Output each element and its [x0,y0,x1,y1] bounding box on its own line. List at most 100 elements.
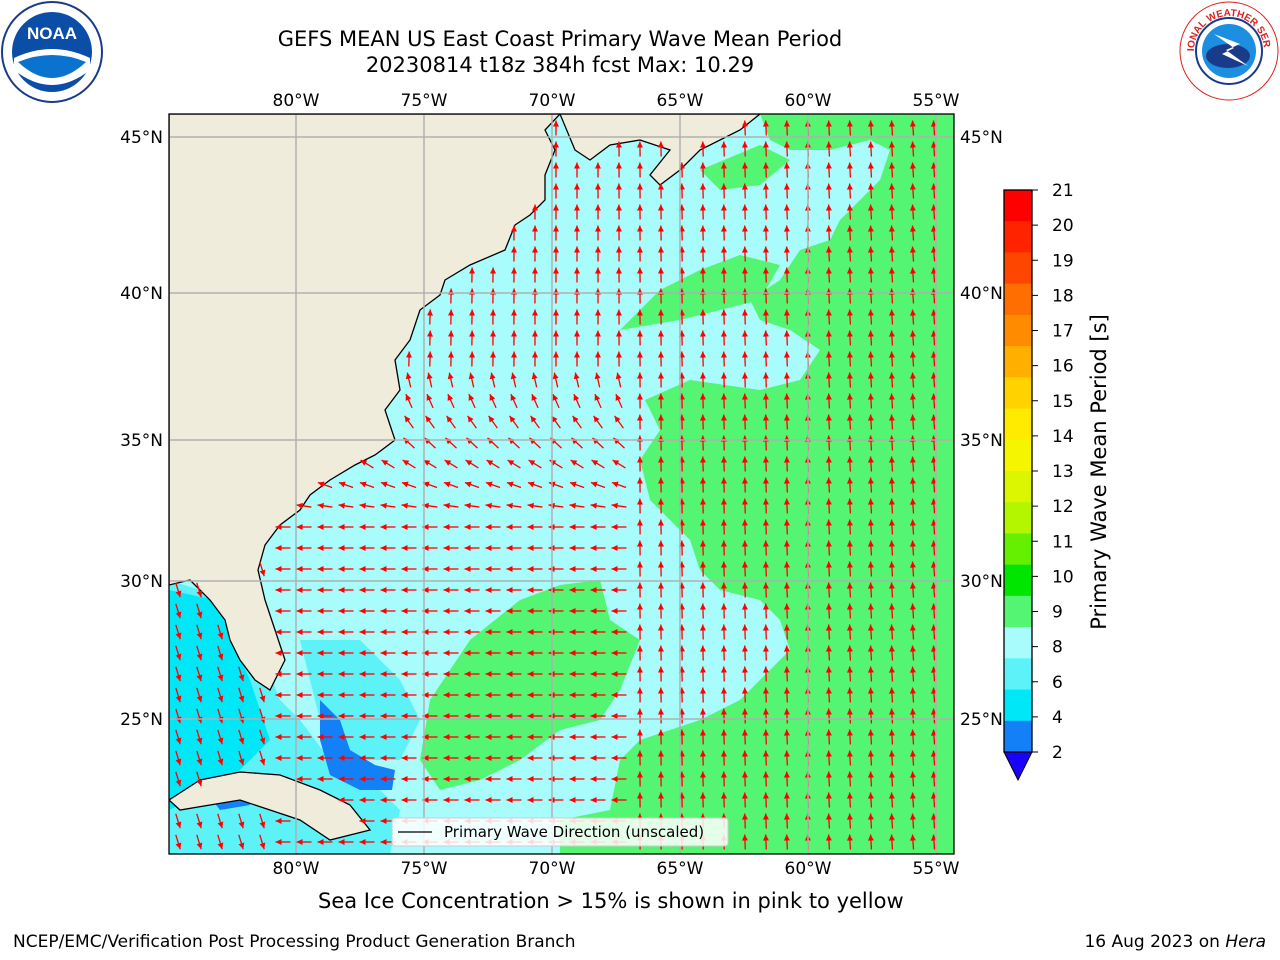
wave-arrow [867,141,874,157]
wave-arrow [909,813,916,829]
wave-arrow [909,666,916,682]
wave-arrow [381,459,395,469]
wave-arrow [338,839,354,845]
wave-arrow [636,792,643,808]
wave-arrow [636,351,643,367]
wave-arrow [527,502,543,509]
wave-arrow [846,183,853,199]
wave-arrow [888,687,895,703]
wave-arrow [275,734,291,740]
lon-label-top: 60°W [785,91,832,111]
wave-arrow [275,629,291,635]
wave-arrow [594,351,601,367]
wave-arrow [507,459,521,469]
wave-arrow [338,776,354,782]
wave-arrow [317,524,333,530]
wave-arrow [196,729,203,745]
wave-arrow [783,204,790,220]
wave-arrow [720,792,727,808]
wave-arrow [238,666,245,682]
wave-arrow [338,481,354,489]
wave-arrow [699,792,706,808]
wave-arrow [762,540,769,556]
wave-arrow [359,524,375,530]
wave-arrow [825,813,832,829]
wave-arrow [511,225,518,241]
wave-arrow [741,666,748,682]
wave-arrow [825,120,832,136]
wave-arrow [490,351,497,367]
wave-arrow [338,608,354,614]
wave-arrow [527,797,543,803]
wave-arrow [783,834,790,850]
wave-arrow [615,246,622,262]
wave-arrow [741,372,748,388]
wave-arrow [720,414,727,430]
wave-arrow [464,587,480,593]
wave-arrow [657,393,664,409]
wave-arrow [636,729,643,745]
wave-arrow [720,645,727,661]
wave-arrow [447,393,455,409]
wave-arrow [611,713,627,719]
wave-arrow [909,603,916,619]
wave-arrow [573,225,580,241]
wave-arrow [422,755,438,761]
wave-arrow [741,477,748,493]
wave-arrow [657,750,664,766]
wave-arrow [783,666,790,682]
wave-arrow [762,498,769,514]
wave-arrow [296,587,312,593]
wave-arrow [175,750,182,766]
wave-arrow [443,502,459,509]
lon-label-top: 65°W [657,91,704,111]
wave-arrow [888,729,895,745]
wave-arrow [888,792,895,808]
wave-arrow [569,481,585,489]
wave-arrow [527,481,543,489]
colorbar-tick: 18 [1052,286,1074,306]
wave-arrow [296,566,312,572]
wave-arrow [506,502,522,509]
wave-arrow [741,393,748,409]
wave-arrow [464,608,480,614]
wave-arrow [569,776,585,782]
wave-arrow [359,713,375,719]
wave-arrow [594,393,602,409]
wave-arrow [720,456,727,472]
wave-arrow [636,582,643,598]
wave-arrow [175,834,182,850]
wave-arrow [485,650,501,656]
wave-arrow [611,671,627,677]
wave-arrow [699,582,706,598]
wave-arrow [720,183,727,199]
wave-arrow [464,502,480,509]
wave-arrow [909,645,916,661]
wave-arrow [296,671,312,677]
wave-arrow [909,351,916,367]
wave-arrow [380,481,396,489]
wave-arrow [699,309,706,325]
wave-arrow [422,629,438,635]
wave-arrow [615,393,623,409]
wave-arrow [380,524,396,530]
wave-arrow [825,687,832,703]
wave-arrow [699,750,706,766]
colorbar-segment [1004,408,1032,441]
wave-arrow [720,309,727,325]
wave-arrow [175,687,182,703]
wave-arrow [569,755,585,761]
wave-arrow [532,225,539,241]
wave-arrow [636,162,643,178]
wave-arrow [573,372,580,388]
wave-arrow [867,225,874,241]
wave-arrow [888,645,895,661]
wave-arrow [591,459,605,469]
wave-arrow [825,540,832,556]
wave-arrow [720,519,727,535]
wave-arrow [825,792,832,808]
wave-arrow [448,330,455,346]
colorbar-segment [1004,346,1032,378]
wave-arrow [741,225,748,241]
wave-arrow [552,372,559,388]
